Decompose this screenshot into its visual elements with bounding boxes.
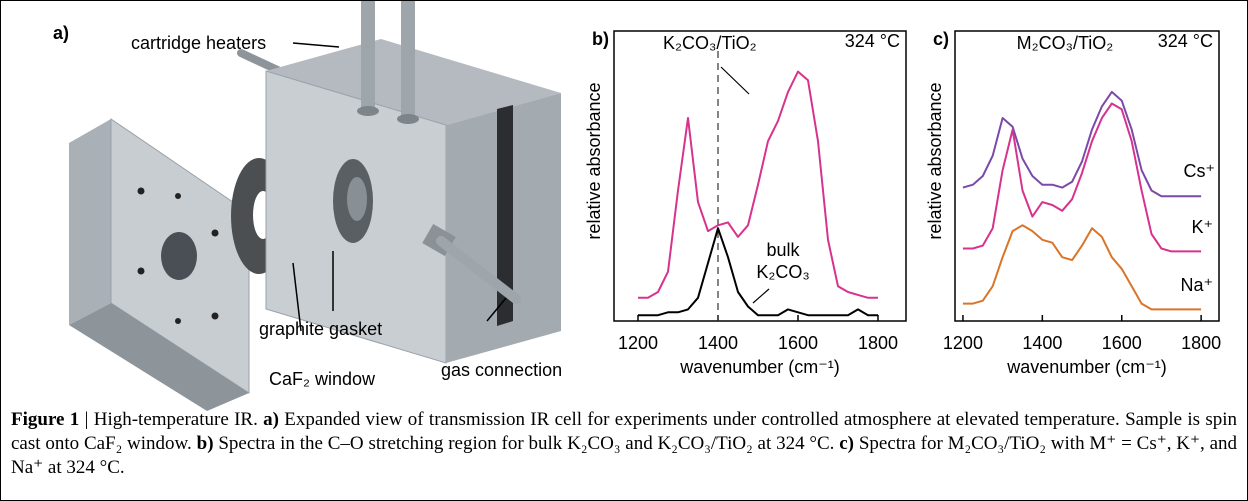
apparatus-drawing <box>69 1 561 411</box>
temperature-label: 324 °C <box>1158 31 1213 51</box>
x-tick-label: 1600 <box>778 333 818 353</box>
caption-separator: | <box>84 409 89 430</box>
plot-frame <box>954 30 1220 322</box>
caption-part-label: a) <box>263 409 279 430</box>
label-pointer <box>720 66 750 95</box>
callout-label: cartridge heaters <box>131 33 266 53</box>
x-tick-label: 1400 <box>1022 333 1062 353</box>
series-label: Cs⁺ <box>1184 161 1216 181</box>
panel-label: b) <box>592 29 609 49</box>
figure-label: Figure 1 <box>11 409 80 430</box>
x-tick-label: 1400 <box>698 333 738 353</box>
series-label: Na⁺ <box>1180 275 1213 295</box>
x-axis-label: wavenumber (cm⁻¹) <box>1006 357 1167 377</box>
chart-title: M₂CO₃/TiO₂ <box>1017 33 1114 53</box>
callout-label: graphite gasket <box>259 319 382 339</box>
callout-label: gas connection <box>441 360 562 380</box>
panel-label: c) <box>933 29 949 49</box>
caption-part-text: Spectra in the C–O stretching region for… <box>218 433 835 454</box>
caption-part-text: Expanded view of transmission IR cell fo… <box>11 409 1238 454</box>
x-tick-label: 1200 <box>618 333 658 353</box>
x-tick-label: 1200 <box>943 333 983 353</box>
series-label: K₂CO₃/TiO₂ <box>663 33 757 53</box>
x-tick-label: 1800 <box>858 333 898 353</box>
callout-label: CaF₂ window <box>269 369 376 389</box>
temperature-label: 324 °C <box>845 31 900 51</box>
series-label: bulk K₂CO₃ <box>756 240 810 282</box>
spectrum-line <box>962 102 1202 253</box>
caption-part-label: b) <box>196 433 214 454</box>
plot-frame <box>613 30 907 322</box>
label-pointer <box>752 288 770 304</box>
y-axis-label: relative absorbance <box>584 82 604 239</box>
y-axis-label: relative absorbance <box>925 82 945 239</box>
x-axis-label: wavenumber (cm⁻¹) <box>679 357 840 377</box>
x-tick-label: 1800 <box>1181 333 1221 353</box>
caption-part-text: Spectra for M₂CO₃/TiO₂ with M⁺ = Cs⁺, K⁺… <box>11 433 1238 478</box>
caption-title: High-temperature IR. <box>93 409 258 430</box>
caption: Figure 1 | High-temperature IR. a) Expan… <box>11 408 1237 480</box>
caption-part-label: c) <box>839 433 855 454</box>
panel-label: a) <box>53 23 69 43</box>
spectrum-line <box>638 70 878 299</box>
series-label: K⁺ <box>1191 217 1213 237</box>
spectrum-line <box>962 90 1202 198</box>
spectrum-line <box>962 224 1202 311</box>
x-tick-label: 1600 <box>1102 333 1142 353</box>
spectrum-line <box>638 227 878 317</box>
